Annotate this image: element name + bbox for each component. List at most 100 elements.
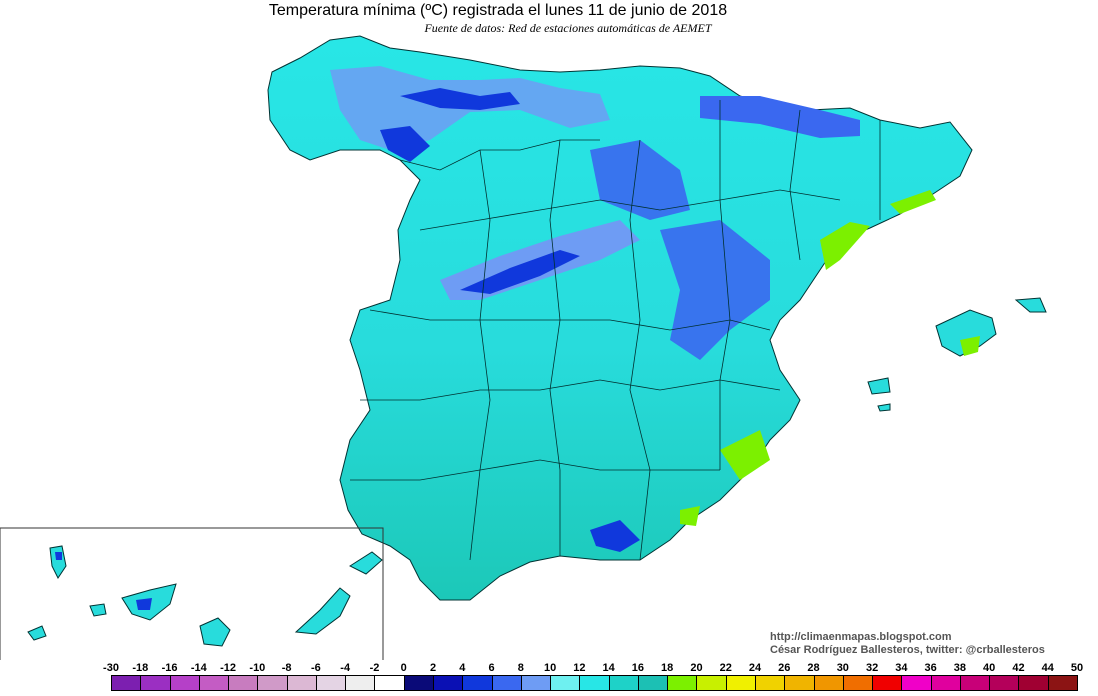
legend-label: -10 <box>249 662 266 674</box>
legend-swatch <box>550 675 581 691</box>
map-subtitle: Fuente de datos: Red de estaciones autom… <box>424 21 712 35</box>
map-title: Temperatura mínima (ºC) registrada el lu… <box>268 2 728 19</box>
legend-swatch <box>257 675 288 691</box>
legend-swatch <box>315 675 347 691</box>
pyrenees-cold <box>700 96 860 138</box>
legend-swatch <box>403 675 434 691</box>
central-system-peaks <box>460 250 580 294</box>
legend-swatch <box>813 675 844 691</box>
legend-swatch <box>579 675 610 691</box>
legend-label: 2 <box>429 662 437 674</box>
la-palma-cold <box>55 552 62 560</box>
legend-label: 8 <box>517 662 524 674</box>
legend-label: 36 <box>924 662 937 674</box>
legend-label: 34 <box>895 662 908 674</box>
legend-color-bar <box>0 675 1098 691</box>
legend-label: -12 <box>220 662 237 674</box>
legend-swatch <box>462 675 493 691</box>
murcia-coast-warm <box>680 506 700 526</box>
legend-swatch <box>1018 675 1049 691</box>
legend-swatch <box>901 675 932 691</box>
legend-swatch <box>345 675 376 691</box>
sierra-nevada-cold <box>590 520 640 552</box>
legend-label: 16 <box>631 662 645 674</box>
legend-label: 6 <box>488 662 495 674</box>
legend-label: 40 <box>983 662 996 674</box>
legend-label: 0 <box>400 662 407 674</box>
alicante-coast-warm <box>720 430 770 480</box>
legend-labels: -30 -18 -16 -14 -12 -10 -8 -6 -4 -2 0 2 4 6 8 10 12 14 16 1… <box>0 662 1098 674</box>
formentera <box>877 403 891 412</box>
legend-swatch <box>228 675 259 691</box>
legend-swatch <box>696 675 727 691</box>
legend-swatch <box>374 675 405 691</box>
legend-label: 38 <box>953 662 967 674</box>
legend-swatch <box>1047 675 1078 691</box>
legend-swatch <box>198 675 230 691</box>
legend-label: 26 <box>778 662 791 674</box>
legend-swatch <box>959 675 991 691</box>
legend-swatch <box>989 675 1020 691</box>
serrania-cuenca-cold <box>660 220 770 360</box>
legend-label: 22 <box>719 662 732 674</box>
fuerteventura <box>294 587 351 635</box>
mallorca-warm <box>960 336 980 356</box>
ibiza <box>867 377 891 395</box>
legend-swatch <box>784 675 815 691</box>
legend-swatch <box>637 675 669 691</box>
legend-label: -2 <box>369 662 380 674</box>
temperature-map <box>0 35 1047 660</box>
gran-canaria <box>199 617 231 647</box>
legend-label: -16 <box>161 662 178 674</box>
legend-swatch <box>140 675 171 691</box>
legend-swatch <box>608 675 639 691</box>
legend-label: 50 <box>1070 662 1084 674</box>
legend-swatch <box>491 675 522 691</box>
la-palma <box>49 545 67 579</box>
legend-swatch <box>286 675 317 691</box>
canary-inset-frame <box>0 527 384 660</box>
legend-swatch <box>169 675 200 691</box>
credits: http://climaenmapas.blogspot.com César R… <box>770 631 1045 657</box>
legend-label: -18 <box>132 662 149 674</box>
lanzarote <box>348 551 383 575</box>
legend-swatch <box>872 675 903 691</box>
cantabrian-peaks <box>400 88 520 110</box>
legend-label: 32 <box>865 662 879 674</box>
credits-url[interactable]: http://climaenmapas.blogspot.com <box>770 631 952 643</box>
legend-label: 12 <box>573 662 586 674</box>
province-borders <box>350 100 881 561</box>
legend-swatch <box>930 675 961 691</box>
legend-label: -8 <box>281 662 292 674</box>
legend-label: 30 <box>836 662 849 674</box>
iberian-system-cold <box>590 140 690 220</box>
legend-label: 14 <box>602 662 615 674</box>
legend-label: 28 <box>807 662 820 674</box>
catalonia-coast-warm <box>890 190 936 214</box>
legend-label: 42 <box>1012 662 1025 674</box>
legend-swatch <box>667 675 698 691</box>
tenerife-cold <box>136 598 152 610</box>
legend-swatch <box>725 675 756 691</box>
legend-swatch <box>111 675 142 691</box>
legend-label: 10 <box>543 662 557 674</box>
galicia-cold-spot <box>380 126 430 162</box>
legend-swatch <box>433 675 464 691</box>
legend-label: 18 <box>661 662 674 674</box>
legend-label: -4 <box>340 662 351 674</box>
legend-label: 44 <box>1041 662 1054 674</box>
valencia-coast-warm <box>820 222 870 270</box>
mallorca <box>935 309 997 357</box>
legend-label: -14 <box>190 662 207 674</box>
legend-label: 20 <box>690 662 703 674</box>
la-gomera <box>89 603 107 617</box>
credits-author: César Rodríguez Ballesteros, twitter: @c… <box>770 644 1045 656</box>
legend-label: 24 <box>748 662 762 674</box>
legend-swatch <box>520 675 552 691</box>
el-hierro <box>27 625 47 641</box>
legend-label: 4 <box>459 662 466 674</box>
legend-label: -6 <box>311 662 321 674</box>
legend-swatch <box>755 675 786 691</box>
legend-label: -30 <box>103 662 119 674</box>
menorca <box>1014 297 1047 313</box>
